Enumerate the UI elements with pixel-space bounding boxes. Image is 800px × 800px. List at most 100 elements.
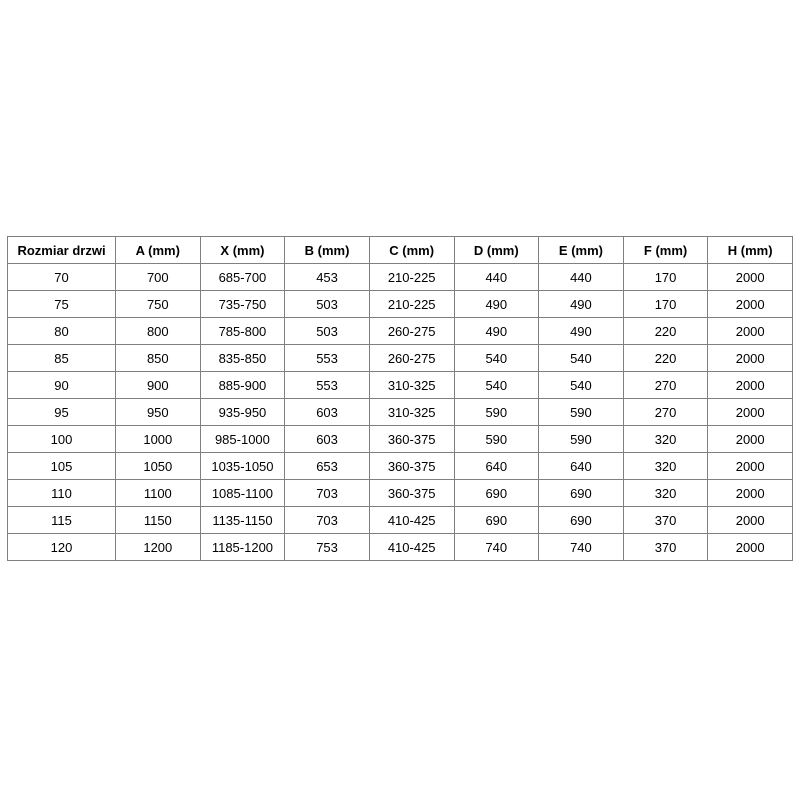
table-cell: 1085-1100 bbox=[199, 479, 286, 507]
table-cell: 750 bbox=[115, 290, 201, 318]
table-cell: 2000 bbox=[707, 452, 793, 480]
column-header: C (mm) bbox=[368, 236, 455, 264]
table-cell: 740 bbox=[538, 533, 624, 561]
table-cell: 690 bbox=[453, 506, 540, 534]
table-cell: 2000 bbox=[707, 344, 793, 372]
table-cell: 410-425 bbox=[368, 533, 455, 561]
table-cell: 1035-1050 bbox=[199, 452, 286, 480]
table-cell: 735-750 bbox=[199, 290, 286, 318]
door-size-cell: 85 bbox=[7, 344, 116, 372]
table-cell: 590 bbox=[453, 398, 540, 426]
table-cell: 640 bbox=[453, 452, 540, 480]
table-cell: 835-850 bbox=[199, 344, 286, 372]
table-cell: 2000 bbox=[707, 317, 793, 345]
table-cell: 2000 bbox=[707, 425, 793, 453]
door-size-cell: 110 bbox=[7, 479, 116, 507]
table-cell: 590 bbox=[538, 398, 624, 426]
column-header: E (mm) bbox=[538, 236, 624, 264]
table-cell: 703 bbox=[284, 479, 370, 507]
table-row: 70 700 685-700 453 210-225 440 440 170 2000 bbox=[7, 263, 793, 291]
table-cell: 603 bbox=[284, 425, 370, 453]
column-header: X (mm) bbox=[199, 236, 286, 264]
door-size-cell: 80 bbox=[7, 317, 116, 345]
table-cell: 2000 bbox=[707, 290, 793, 318]
table-cell: 210-225 bbox=[368, 263, 455, 291]
table-cell: 490 bbox=[538, 317, 624, 345]
table-cell: 2000 bbox=[707, 371, 793, 399]
table-cell: 2000 bbox=[707, 506, 793, 534]
table-row: 85 850 835-850 553 260-275 540 540 220 2000 bbox=[7, 344, 793, 372]
table-cell: 690 bbox=[453, 479, 540, 507]
table-cell: 440 bbox=[538, 263, 624, 291]
table-row: 115 1150 1135-1150 703 410-425 690 690 370 2000 bbox=[7, 506, 793, 534]
table-cell: 370 bbox=[622, 506, 709, 534]
table-cell: 220 bbox=[622, 317, 709, 345]
column-header: F (mm) bbox=[622, 236, 709, 264]
door-size-cell: 115 bbox=[7, 506, 116, 534]
table-cell: 1050 bbox=[115, 452, 201, 480]
table-cell: 540 bbox=[453, 344, 540, 372]
table-cell: 850 bbox=[115, 344, 201, 372]
door-size-cell: 120 bbox=[7, 533, 116, 561]
table-cell: 503 bbox=[284, 290, 370, 318]
table-row: 105 1050 1035-1050 653 360-375 640 640 320 2000 bbox=[7, 452, 793, 480]
table-cell: 540 bbox=[538, 344, 624, 372]
table-cell: 590 bbox=[453, 425, 540, 453]
door-size-cell: 100 bbox=[7, 425, 116, 453]
table-cell: 900 bbox=[115, 371, 201, 399]
table-row: 100 1000 985-1000 603 360-375 590 590 320 2000 bbox=[7, 425, 793, 453]
table-cell: 800 bbox=[115, 317, 201, 345]
door-size-cell: 105 bbox=[7, 452, 116, 480]
table-cell: 640 bbox=[538, 452, 624, 480]
table-cell: 270 bbox=[622, 371, 709, 399]
table-cell: 260-275 bbox=[368, 344, 455, 372]
table-cell: 503 bbox=[284, 317, 370, 345]
column-header: B (mm) bbox=[284, 236, 370, 264]
table-cell: 360-375 bbox=[368, 425, 455, 453]
door-size-cell: 95 bbox=[7, 398, 116, 426]
table-body: 70 700 685-700 453 210-225 440 440 170 2000 75 750… bbox=[7, 263, 793, 561]
table-cell: 170 bbox=[622, 263, 709, 291]
table-cell: 785-800 bbox=[199, 317, 286, 345]
table-cell: 2000 bbox=[707, 398, 793, 426]
table-cell: 370 bbox=[622, 533, 709, 561]
table-cell: 540 bbox=[538, 371, 624, 399]
table-row: 75 750 735-750 503 210-225 490 490 170 2000 bbox=[7, 290, 793, 318]
table-cell: 885-900 bbox=[199, 371, 286, 399]
table-cell: 310-325 bbox=[368, 371, 455, 399]
table-row: 90 900 885-900 553 310-325 540 540 270 2000 bbox=[7, 371, 793, 399]
table-cell: 1185-1200 bbox=[199, 533, 286, 561]
table-cell: 740 bbox=[453, 533, 540, 561]
table-cell: 2000 bbox=[707, 533, 793, 561]
door-size-spec-table: Rozmiar drzwi A (mm) X (mm) B (mm) C (mm) D (… bbox=[7, 236, 793, 561]
door-size-cell: 70 bbox=[7, 263, 116, 291]
table-row: 120 1200 1185-1200 753 410-425 740 740 370 2000 bbox=[7, 533, 793, 561]
table-cell: 935-950 bbox=[199, 398, 286, 426]
column-header: H (mm) bbox=[707, 236, 793, 264]
table-cell: 653 bbox=[284, 452, 370, 480]
table-cell: 985-1000 bbox=[199, 425, 286, 453]
table-cell: 540 bbox=[453, 371, 540, 399]
table-cell: 1135-1150 bbox=[199, 506, 286, 534]
table-cell: 260-275 bbox=[368, 317, 455, 345]
table-cell: 950 bbox=[115, 398, 201, 426]
table-cell: 590 bbox=[538, 425, 624, 453]
table-cell: 553 bbox=[284, 344, 370, 372]
table-cell: 2000 bbox=[707, 263, 793, 291]
table-cell: 2000 bbox=[707, 479, 793, 507]
table-header-row: Rozmiar drzwi A (mm) X (mm) B (mm) C (mm) D (… bbox=[7, 236, 793, 264]
table-cell: 220 bbox=[622, 344, 709, 372]
table-cell: 320 bbox=[622, 425, 709, 453]
table-cell: 170 bbox=[622, 290, 709, 318]
table-cell: 1150 bbox=[115, 506, 201, 534]
table-cell: 360-375 bbox=[368, 479, 455, 507]
table-cell: 685-700 bbox=[199, 263, 286, 291]
column-header: A (mm) bbox=[115, 236, 201, 264]
table-cell: 360-375 bbox=[368, 452, 455, 480]
table-cell: 210-225 bbox=[368, 290, 455, 318]
table-cell: 440 bbox=[453, 263, 540, 291]
table-cell: 603 bbox=[284, 398, 370, 426]
column-header: Rozmiar drzwi bbox=[7, 236, 116, 264]
column-header: D (mm) bbox=[453, 236, 540, 264]
